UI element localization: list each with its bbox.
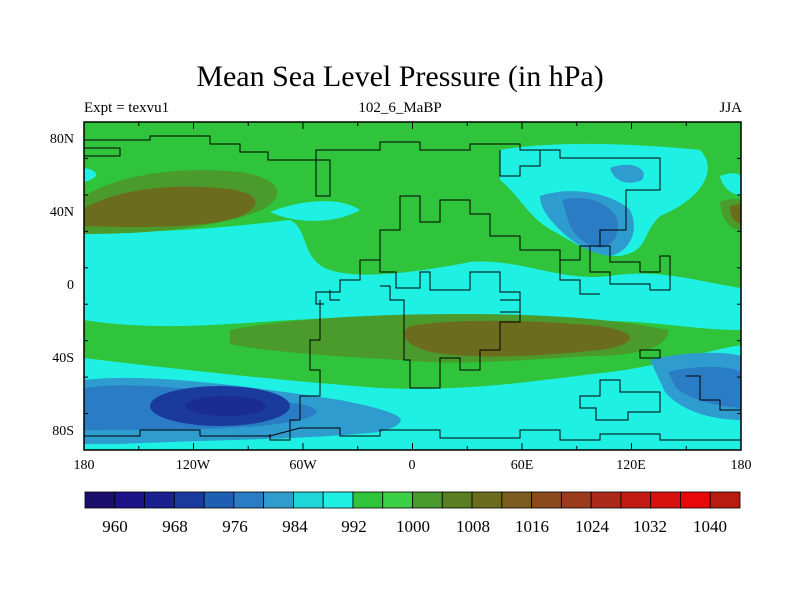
colorbar-label: 976 bbox=[222, 517, 248, 536]
colorbar-label: 1032 bbox=[633, 517, 667, 536]
lat-label-40s: 40S bbox=[52, 351, 74, 366]
colorbar-box bbox=[352, 491, 384, 509]
lat-label-80s: 80S bbox=[52, 424, 74, 439]
colorbar-box bbox=[203, 491, 235, 509]
colorbar bbox=[84, 491, 741, 509]
period-label: 102_6_MaBP bbox=[358, 100, 442, 116]
lon-label-60w: 60W bbox=[289, 458, 317, 473]
colorbar-box bbox=[441, 491, 473, 509]
colorbar-box bbox=[84, 491, 116, 509]
lat-label-80n: 80N bbox=[49, 132, 74, 147]
colorbar-box bbox=[560, 491, 592, 509]
season-label: JJA bbox=[719, 100, 742, 116]
colorbar-box bbox=[620, 491, 652, 509]
coastlines bbox=[84, 135, 741, 441]
colorbar-box bbox=[233, 491, 265, 509]
colorbar-box bbox=[680, 491, 711, 509]
lon-label-180w: 180 bbox=[73, 458, 95, 473]
colorbar-box bbox=[471, 491, 503, 509]
lat-label-0: 0 bbox=[67, 278, 74, 293]
colorbar-box bbox=[263, 491, 294, 509]
colorbar-box bbox=[322, 491, 354, 509]
colorbar-label: 960 bbox=[102, 517, 128, 536]
colorbar-box bbox=[501, 491, 532, 509]
field-olive-regions bbox=[84, 170, 741, 363]
map-field bbox=[84, 122, 741, 450]
lat-label-40n: 40N bbox=[49, 205, 74, 220]
lon-label-0: 0 bbox=[408, 458, 416, 473]
axis-ticks bbox=[83, 121, 742, 451]
lon-label-120w: 120W bbox=[175, 458, 211, 473]
colorbar-label: 1024 bbox=[575, 517, 609, 536]
colorbar-box bbox=[293, 491, 324, 509]
colorbar-label: 1016 bbox=[515, 517, 549, 536]
colorbar-label: 1000 bbox=[396, 517, 430, 536]
colorbar-label: 1008 bbox=[456, 517, 490, 536]
lon-label-60e: 60E bbox=[510, 458, 534, 473]
plot-title: Mean Sea Level Pressure (in hPa) bbox=[196, 60, 604, 93]
colorbar-box bbox=[412, 491, 443, 509]
colorbar-box bbox=[590, 491, 622, 509]
colorbar-label: 1040 bbox=[693, 517, 727, 536]
lon-label-120e: 120E bbox=[616, 458, 646, 473]
colorbar-box bbox=[173, 491, 205, 509]
colorbar-label: 992 bbox=[341, 517, 367, 536]
colorbar-box bbox=[382, 491, 413, 509]
colorbar-box bbox=[144, 491, 175, 509]
lon-label-180e: 180 bbox=[730, 458, 752, 473]
colorbar-box bbox=[650, 491, 681, 509]
colorbar-label: 968 bbox=[162, 517, 188, 536]
field-deepest-low bbox=[186, 396, 266, 416]
experiment-label: Expt = texvu1 bbox=[84, 100, 170, 116]
colorbar-label: 984 bbox=[282, 517, 308, 536]
colorbar-box bbox=[531, 491, 562, 509]
colorbar-box bbox=[114, 491, 145, 509]
colorbar-box bbox=[709, 491, 741, 509]
